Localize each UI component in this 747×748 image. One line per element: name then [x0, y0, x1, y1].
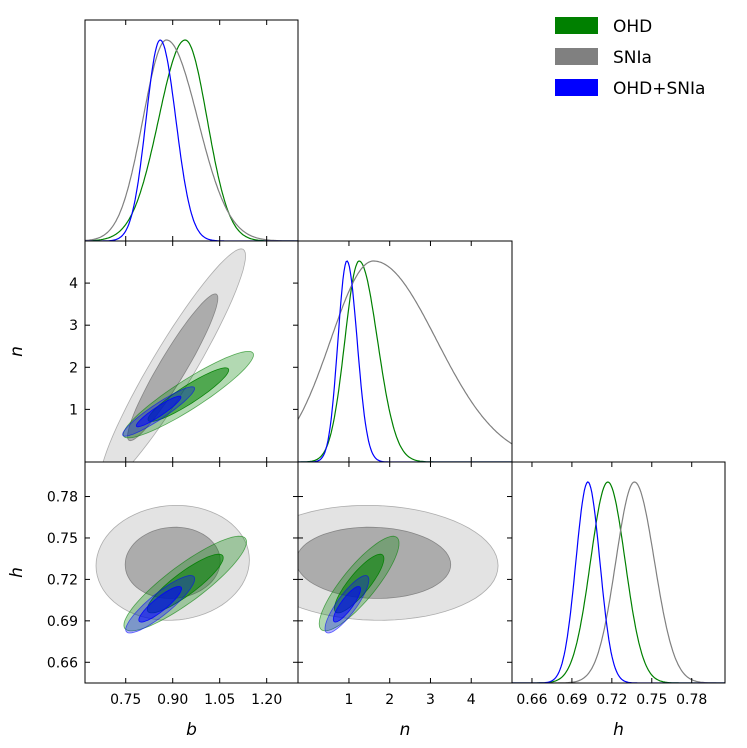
y-tick-label-n: 2	[69, 360, 78, 376]
legend-label-snia: SNIa	[613, 48, 652, 68]
contour-ohd-snia-68	[138, 586, 183, 623]
y-axis-label-h: h	[7, 567, 27, 578]
y-tick-label-h: 0.69	[47, 614, 78, 630]
x-tick-label-n: 1	[344, 692, 353, 708]
x-tick-label-h: 0.66	[516, 692, 547, 708]
contour-panel-n-h	[298, 505, 499, 634]
marginal-n-ohd-snia	[298, 260, 512, 462]
x-tick-label-n: 3	[426, 692, 435, 708]
y-axis-label-n: n	[7, 346, 27, 357]
marginal-panel-n	[298, 260, 512, 462]
y-tick-label-n: 3	[69, 318, 78, 334]
marginal-panel-h	[512, 481, 725, 683]
x-axis-label-n: n	[400, 720, 411, 740]
x-tick-label-h: 0.72	[596, 692, 627, 708]
axes-frame-h-h	[511, 461, 726, 684]
contour-ohd-snia-68	[135, 395, 182, 428]
marginal-b-snia	[85, 39, 298, 241]
x-axis-label-h: h	[613, 720, 624, 740]
x-tick-label-n: 4	[467, 692, 476, 708]
legend-label-ohd: OHD	[613, 17, 652, 37]
legend-swatch-ohd	[555, 17, 598, 34]
x-tick-label-n: 2	[385, 692, 394, 708]
legend-swatch-snia	[555, 48, 598, 65]
contour-fills	[95, 248, 499, 634]
x-axis-label-b: b	[186, 720, 197, 740]
x-tick-label-b: 0.75	[110, 692, 141, 708]
contour-panel-b-n	[102, 248, 254, 462]
distribution-lines	[85, 39, 725, 683]
marginal-b-ohd-snia	[85, 39, 298, 241]
marginal-b-ohd	[85, 39, 298, 241]
x-tick-label-h: 0.69	[556, 692, 587, 708]
y-tick-label-n: 1	[69, 402, 78, 418]
y-tick-label-n: 4	[69, 276, 78, 292]
y-tick-label-h: 0.75	[47, 531, 78, 547]
contour-panel-b-h	[95, 505, 250, 634]
marginal-n-snia	[298, 260, 512, 445]
x-tick-label-b: 1.20	[251, 692, 282, 708]
axis-text: 0.75 0.90 1.05 1.20 b 1 2 3 4 n 0.66 0.69 0.72 0.75 0.…	[7, 276, 707, 740]
x-tick-label-h: 0.78	[676, 692, 707, 708]
axes-frame-b-b	[84, 19, 299, 242]
x-tick-label-b: 0.90	[157, 692, 188, 708]
y-tick-label-h: 0.72	[47, 572, 78, 588]
marginal-panel-b	[85, 39, 298, 241]
y-tick-label-h: 0.78	[47, 490, 78, 506]
legend: OHD SNIa OHD+SNIa	[555, 17, 705, 99]
marginal-n-ohd	[298, 260, 512, 462]
marginal-h-ohd	[512, 481, 725, 683]
legend-swatch-ohd-snia	[555, 79, 598, 96]
contour-ohd-snia-68	[332, 586, 361, 623]
axes-frames	[84, 19, 726, 684]
x-tick-label-h: 0.75	[636, 692, 667, 708]
marginal-h-snia	[512, 481, 725, 683]
marginal-h-ohd-snia	[512, 481, 725, 683]
y-tick-label-h: 0.66	[47, 655, 78, 671]
legend-label-ohd-snia: OHD+SNIa	[613, 79, 705, 99]
x-tick-label-b: 1.05	[204, 692, 235, 708]
